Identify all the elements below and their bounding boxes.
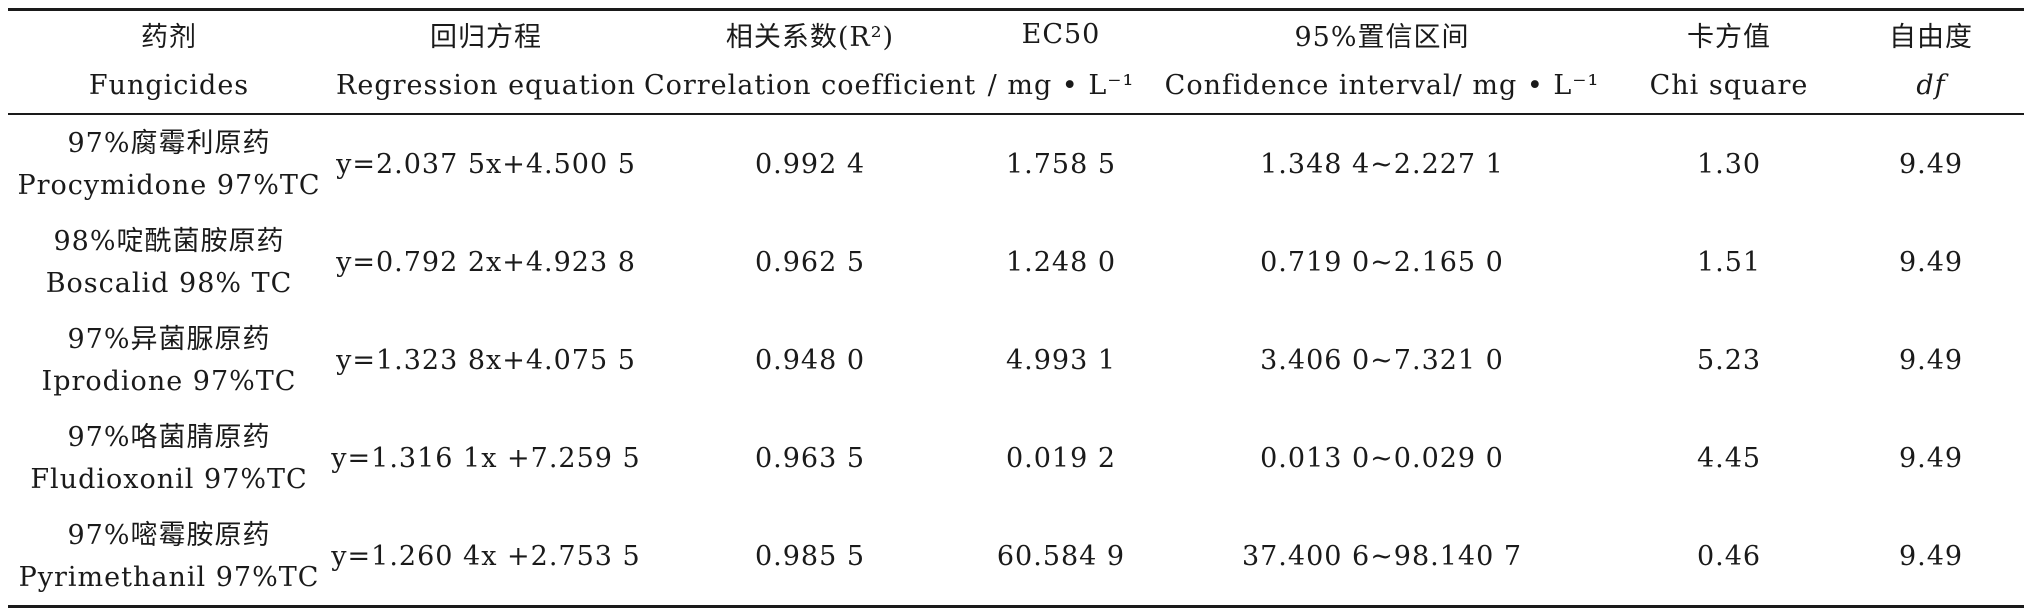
- header-row-chinese: 药剂 回归方程 相关系数(R²) EC50 95%置信区间 卡方值 自由度: [8, 8, 2024, 57]
- correlation-coefficient: 0.985 5: [642, 507, 978, 608]
- fungicide-name-zh: 97%嘧霉胺原药: [67, 520, 271, 551]
- table-row: 97%异菌脲原药 Iprodione 97%TC y=1.323 8x+4.07…: [8, 311, 2024, 409]
- fungicide-name-en: Procymidone 97%TC: [17, 170, 321, 201]
- confidence-interval: 0.719 0~2.165 0: [1260, 246, 1504, 278]
- regression-equation: y=1.260 4x +2.753 5: [330, 507, 642, 608]
- header-chi-zh: 卡方值: [1620, 8, 1838, 57]
- fungicide-name-en: Fludioxonil 97%TC: [30, 464, 308, 495]
- ec50-value: 0.019 2: [1005, 442, 1117, 474]
- ec50-value: 4.993 1: [1005, 344, 1117, 376]
- chi-square-value: 5.23: [1696, 344, 1762, 376]
- degrees-of-freedom: 9.49: [1898, 148, 1964, 180]
- fungicide-cell: 97%异菌脲原药 Iprodione 97%TC: [8, 311, 330, 409]
- header-equation-zh: 回归方程: [330, 8, 642, 57]
- header-ec50: EC50: [978, 8, 1144, 57]
- header-fungicide-en: Fungicides: [8, 57, 330, 115]
- chi-square-value: 0.46: [1620, 507, 1838, 608]
- fungicide-name-en: Iprodione 97%TC: [41, 366, 297, 397]
- correlation-coefficient: 0.992 4: [754, 148, 866, 180]
- correlation-coefficient: 0.963 5: [754, 442, 866, 474]
- table-header: 药剂 回归方程 相关系数(R²) EC50 95%置信区间 卡方值 自由度 Fu…: [8, 8, 2024, 115]
- regression-equation: y=1.323 8x+4.075 5: [336, 344, 636, 376]
- chi-square-value: 4.45: [1696, 442, 1762, 474]
- fungicide-cell: 98%啶酰菌胺原药 Boscalid 98% TC: [8, 213, 330, 311]
- degrees-of-freedom: 9.49: [1838, 507, 2024, 608]
- confidence-interval: 1.348 4~2.227 1: [1260, 148, 1504, 180]
- degrees-of-freedom: 9.49: [1898, 344, 1964, 376]
- fungicide-cell: 97%嘧霉胺原药 Pyrimethanil 97%TC: [8, 507, 330, 608]
- fungicide-name-zh: 97%咯菌腈原药: [67, 422, 271, 453]
- regression-equation: y=2.037 5x+4.500 5: [336, 148, 636, 180]
- header-r2-en: Correlation coefficient: [642, 57, 978, 115]
- fungicide-name-zh: 97%异菌脲原药: [67, 324, 271, 355]
- header-chi-en: Chi square: [1620, 57, 1838, 115]
- header-ci-zh: 95%置信区间: [1144, 8, 1620, 57]
- fungicide-name-en: Boscalid 98% TC: [45, 268, 293, 299]
- header-df-en: df: [1838, 57, 2024, 115]
- table-row: 97%咯菌腈原药 Fludioxonil 97%TC y=1.316 1x +7…: [8, 409, 2024, 507]
- fungicide-cell: 97%腐霉利原药 Procymidone 97%TC: [8, 114, 330, 213]
- confidence-interval: 0.013 0~0.029 0: [1260, 442, 1504, 474]
- correlation-coefficient: 0.948 0: [754, 344, 866, 376]
- ec50-value: 1.248 0: [1005, 246, 1117, 278]
- header-fungicide-zh: 药剂: [8, 8, 330, 57]
- regression-equation: y=1.316 1x +7.259 5: [331, 442, 641, 474]
- table-body: 97%腐霉利原药 Procymidone 97%TC y=2.037 5x+4.…: [8, 114, 2024, 608]
- ec50-value: 60.584 9: [978, 507, 1144, 608]
- header-equation-en: Regression equation: [330, 57, 642, 115]
- fungicide-name-zh: 97%腐霉利原药: [67, 128, 271, 159]
- degrees-of-freedom: 9.49: [1898, 246, 1964, 278]
- header-ci-en: Confidence interval/ mg • L⁻¹: [1144, 57, 1620, 115]
- fungicide-toxicity-table: 药剂 回归方程 相关系数(R²) EC50 95%置信区间 卡方值 自由度 Fu…: [8, 8, 2024, 608]
- header-row-english: Fungicides Regression equation Correlati…: [8, 57, 2024, 115]
- regression-equation: y=0.792 2x+4.923 8: [336, 246, 636, 278]
- header-ec50-unit: / mg • L⁻¹: [978, 57, 1144, 115]
- confidence-interval: 3.406 0~7.321 0: [1260, 344, 1504, 376]
- fungicide-name-en: Pyrimethanil 97%TC: [18, 562, 320, 593]
- confidence-interval: 37.400 6~98.140 7: [1144, 507, 1620, 608]
- table-row: 98%啶酰菌胺原药 Boscalid 98% TC y=0.792 2x+4.9…: [8, 213, 2024, 311]
- table-row: 97%嘧霉胺原药 Pyrimethanil 97%TC y=1.260 4x +…: [8, 507, 2024, 608]
- chi-square-value: 1.30: [1696, 148, 1762, 180]
- fungicide-name-zh: 98%啶酰菌胺原药: [53, 226, 285, 257]
- correlation-coefficient: 0.962 5: [754, 246, 866, 278]
- header-r2-zh: 相关系数(R²): [642, 8, 978, 57]
- fungicide-cell: 97%咯菌腈原药 Fludioxonil 97%TC: [8, 409, 330, 507]
- degrees-of-freedom: 9.49: [1898, 442, 1964, 474]
- header-df-zh: 自由度: [1838, 8, 2024, 57]
- chi-square-value: 1.51: [1696, 246, 1762, 278]
- ec50-value: 1.758 5: [1005, 148, 1117, 180]
- table-row: 97%腐霉利原药 Procymidone 97%TC y=2.037 5x+4.…: [8, 114, 2024, 213]
